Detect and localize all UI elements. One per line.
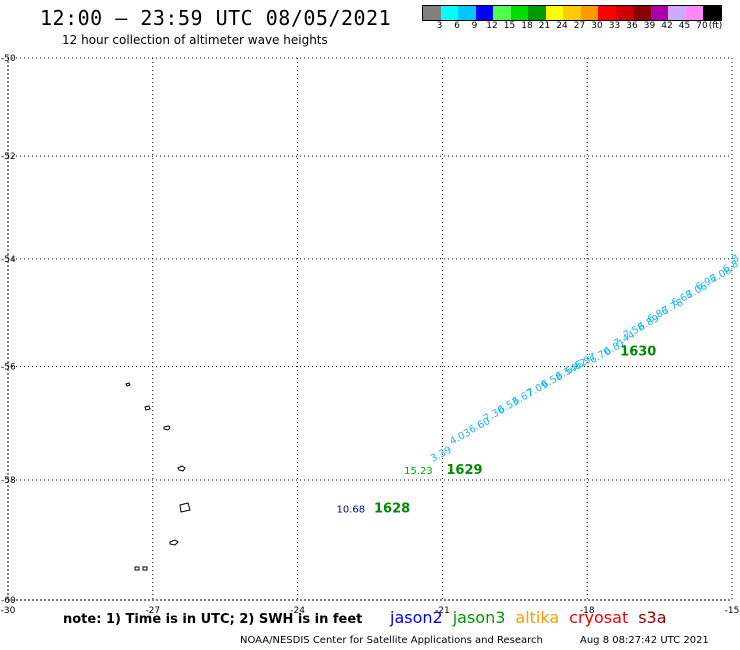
lat-tick-label: -58: [1, 476, 16, 486]
legend-jason2: jason2: [390, 608, 443, 627]
color-scale-bar: [422, 5, 722, 21]
color-scale-label: 36: [626, 21, 638, 31]
lat-tick-label: -60: [1, 596, 16, 606]
lon-tick-label: -30: [1, 606, 16, 616]
time-label: 1628: [374, 501, 410, 516]
color-scale-label: 3: [436, 21, 443, 31]
color-scale-label: 21: [538, 21, 551, 31]
map-subtitle: 12 hour collection of altimeter wave hei…: [62, 33, 328, 47]
color-swatch: [493, 6, 511, 20]
color-scale-label: 18: [521, 21, 533, 31]
color-swatch: [545, 6, 563, 20]
island-cook: [134, 566, 148, 571]
color-scale-label: 30: [591, 21, 603, 31]
time-label: 1629: [446, 463, 482, 478]
legend-s3a: s3a: [638, 608, 667, 627]
color-swatch: [458, 6, 476, 20]
color-scale-label: 15: [503, 21, 516, 31]
lon-tick-label: -21: [435, 606, 450, 616]
satellite-legend: jason2 jason3 altika cryosat s3a: [390, 608, 677, 627]
color-scale-label: 6: [454, 21, 460, 31]
color-swatch: [668, 6, 686, 20]
color-swatch: [475, 6, 493, 20]
map-grid: [7, 57, 733, 601]
legend-jason3: jason3: [452, 608, 506, 627]
color-scale-label: 12: [486, 21, 498, 31]
footer-note: note: 1) Time is in UTC; 2) SWH is in fe…: [63, 612, 363, 627]
lat-tick-label: -52: [1, 152, 16, 162]
color-swatch: [510, 6, 528, 20]
color-swatch: [615, 6, 633, 20]
color-swatch: [703, 6, 721, 20]
color-swatch: [580, 6, 598, 20]
color-scale-label: 27: [573, 21, 586, 31]
time-label: 1630: [620, 345, 656, 360]
island-montagu: [177, 465, 186, 472]
swh-label: 15.23: [404, 466, 433, 477]
color-scale-label: 42: [661, 21, 673, 31]
lat-tick-label: -50: [1, 54, 16, 64]
island-bristol: [179, 502, 191, 513]
swh-value: 3.39: [429, 445, 454, 465]
color-swatch: [440, 6, 458, 20]
lon-tick-label: -27: [145, 606, 160, 616]
lon-tick-label: -24: [290, 606, 305, 616]
color-scale-label: 33: [608, 21, 621, 31]
color-swatch: [650, 6, 668, 20]
axis-tick-labels: -30 -27 -24 -21 -18 -15 -50 -52 -54 -56 -58 -60: [1, 54, 740, 616]
islands-group: [125, 382, 191, 571]
color-scale-label: (ft): [708, 21, 723, 31]
island-thule: [169, 539, 179, 546]
color-swatch: [598, 6, 616, 20]
swh-value: 8: [730, 253, 740, 266]
map-title: 12:00 – 23:59 UTC 08/05/2021: [40, 6, 392, 30]
satellite-track: 3.394.036.607.306.536.677.096.586.546.62…: [429, 253, 740, 465]
lon-tick-label: -18: [580, 606, 595, 616]
color-swatch: [423, 6, 441, 20]
track-labels: 1630 1629 1628 15.23 10.68: [337, 345, 657, 517]
map-border: [7, 57, 733, 601]
lat-tick-label: -56: [1, 363, 16, 373]
legend-altika: altika: [515, 608, 560, 627]
color-swatch: [528, 6, 546, 20]
color-swatch: [685, 6, 703, 20]
color-swatch: [633, 6, 651, 20]
credit-line: NOAA/NESDIS Center for Satellite Applica…: [240, 635, 543, 646]
lon-tick-label: -15: [725, 606, 740, 616]
island-candlemas: [144, 405, 151, 411]
color-scale-label: 24: [556, 21, 568, 31]
island-saunders: [163, 425, 171, 431]
swh-label: 10.68: [337, 504, 366, 515]
color-scale-label: 9: [471, 21, 478, 31]
legend-cryosat: cryosat: [569, 608, 629, 627]
map-frame: [7, 57, 733, 601]
color-scale-label: 70: [696, 21, 708, 31]
island-traversay: [125, 382, 131, 387]
color-scale-label: 39: [643, 21, 656, 31]
credit-timestamp: Aug 8 08:27:42 UTC 2021: [580, 635, 709, 646]
color-swatch: [563, 6, 581, 20]
color-scale-label: 45: [678, 21, 691, 31]
lat-tick-label: -54: [1, 255, 16, 265]
color-scale-labels: 3 6 9 12 15 18 21 24 27 30 33 36 39 42 45 70 (ft): [422, 21, 740, 33]
